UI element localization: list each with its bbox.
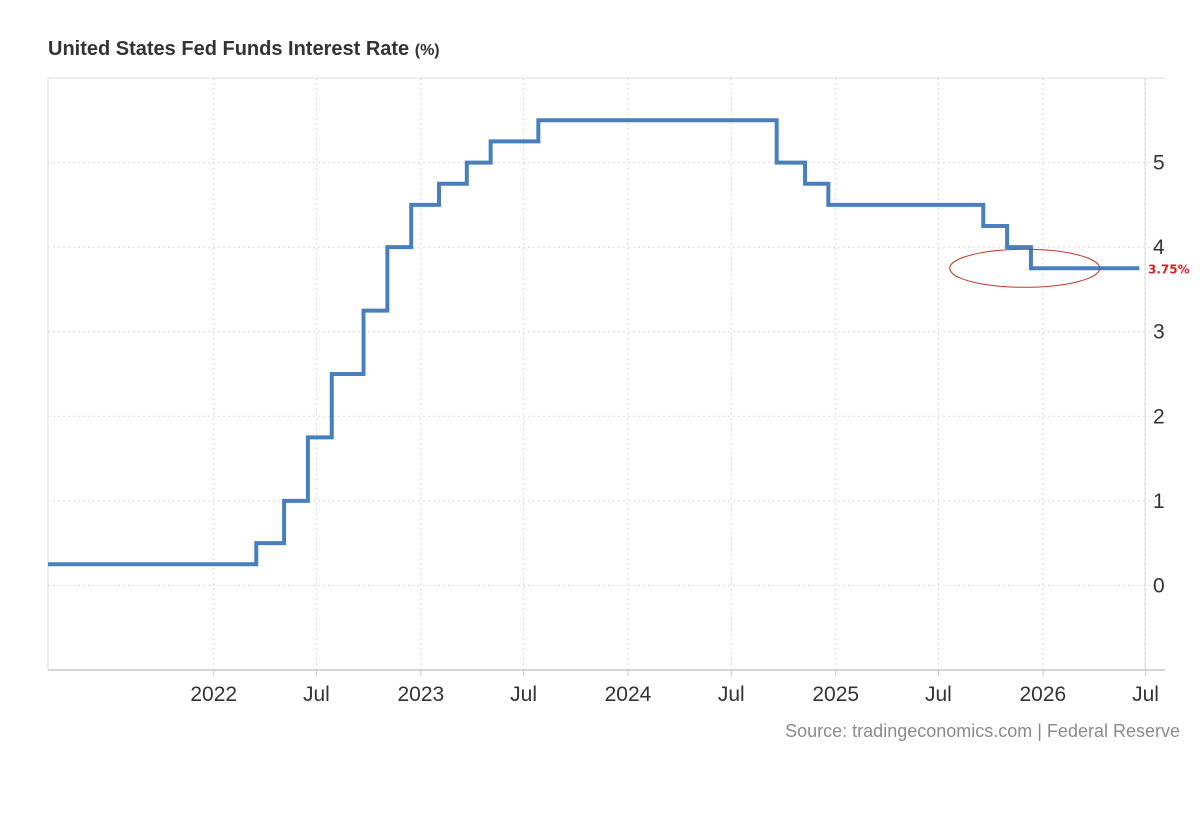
grid-lines (48, 77, 1165, 670)
y-tick-label: 5 (1153, 152, 1165, 175)
annotation-layer: 3.75% (949, 248, 1190, 288)
tick-labels: 0 1 2 3 4 5 2022 Jul 2023 Jul 2024 Jul 2025 Jul 2026 Ju… (190, 152, 1165, 706)
series-layer (48, 118, 1140, 567)
series-line (48, 118, 1140, 567)
x-tick-label: Jul (718, 683, 745, 706)
axes (47, 78, 1165, 676)
x-tick-label: Jul (1132, 683, 1159, 706)
x-tick-label: 2025 (812, 683, 859, 706)
y-tick-label: 3 (1153, 321, 1165, 344)
y-tick-label: 4 (1153, 236, 1165, 259)
x-tick-label: 2022 (190, 683, 237, 706)
highlight-ellipse (949, 248, 1101, 288)
x-tick-label: Jul (925, 683, 952, 706)
chart-title-unit: (%) (414, 42, 440, 59)
chart-title: United States Fed Funds Interest Rate (%… (48, 38, 440, 61)
chart-title-text: United States Fed Funds Interest Rate (48, 38, 410, 60)
x-tick-label: 2024 (605, 683, 652, 706)
y-tick-label: 2 (1153, 405, 1165, 428)
x-tick-label: Jul (510, 683, 537, 706)
y-tick-label: 0 (1153, 574, 1165, 597)
x-tick-label: 2023 (397, 683, 444, 706)
annotation-label: 3.75% (1148, 262, 1190, 276)
y-tick-label: 1 (1153, 490, 1165, 513)
source-note: Source: tradingeconomics.com | Federal R… (785, 721, 1180, 741)
x-tick-label: 2026 (1019, 683, 1066, 706)
x-tick-label: Jul (303, 683, 330, 706)
